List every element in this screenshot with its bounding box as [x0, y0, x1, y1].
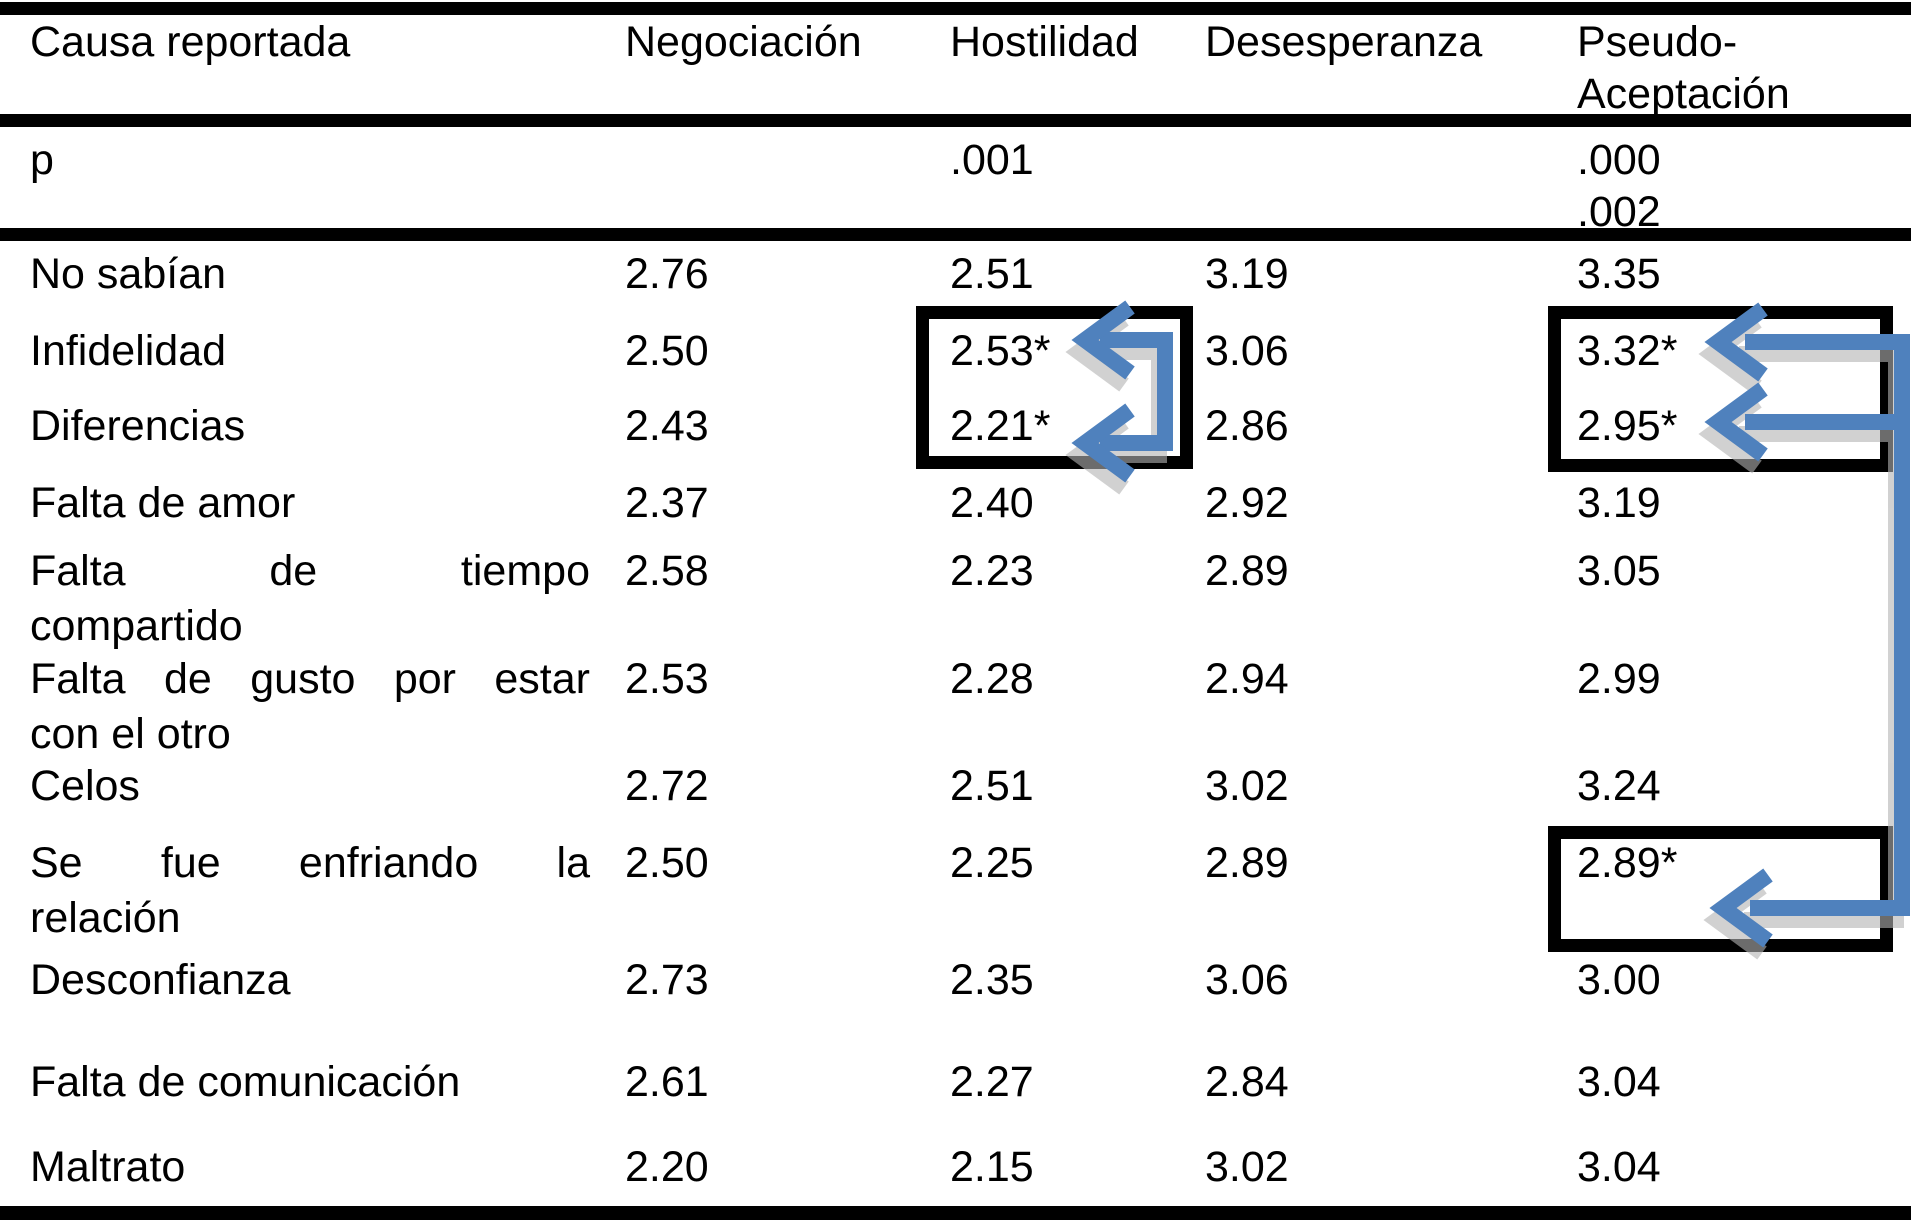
cell-pseudo-aceptacion: 2.95* [1577, 402, 1678, 450]
cell-hostilidad: 2.35 [950, 956, 1034, 1004]
cell-hostilidad: 2.51 [950, 762, 1034, 810]
cell-hostilidad: 2.27 [950, 1058, 1034, 1106]
row-label: Desconfianza [30, 956, 291, 1004]
cell-hostilidad: 2.23 [950, 547, 1034, 595]
cell-hostilidad: 2.53* [950, 327, 1051, 375]
cell-desesperanza: 3.06 [1205, 327, 1289, 375]
cell-pseudo-aceptacion: 3.04 [1577, 1058, 1661, 1106]
cell-pseudo-aceptacion: 3.24 [1577, 762, 1661, 810]
row-label: Falta de amor [30, 479, 296, 527]
cell-desesperanza: 2.89 [1205, 547, 1289, 595]
column-header-desesperanza: Desesperanza [1205, 18, 1483, 66]
cell-pseudo-aceptacion: 3.35 [1577, 250, 1661, 298]
cell-desesperanza: 3.02 [1205, 762, 1289, 810]
cell-desesperanza: 3.02 [1205, 1143, 1289, 1191]
cell-pseudo-aceptacion: 2.99 [1577, 655, 1661, 703]
cell-negociacion: 2.37 [625, 479, 709, 527]
row-label: Falta de tiempo [30, 547, 590, 595]
row-label: Celos [30, 762, 140, 810]
cell-negociacion: 2.73 [625, 956, 709, 1004]
row-label: Se fue enfriando la [30, 839, 590, 887]
p-value-hostilidad: .001 [950, 136, 1034, 184]
column-header-hostilidad: Hostilidad [950, 18, 1139, 66]
highlight-box-pseudo-top [1548, 306, 1893, 472]
p-value-pseudo-1: .000 [1577, 136, 1661, 184]
row-label: Falta de gusto por estar [30, 655, 590, 703]
cell-pseudo-aceptacion: 2.89* [1577, 839, 1678, 887]
row-label: Infidelidad [30, 327, 227, 375]
cell-negociacion: 2.72 [625, 762, 709, 810]
cell-desesperanza: 3.19 [1205, 250, 1289, 298]
cell-hostilidad: 2.28 [950, 655, 1034, 703]
p-value-pseudo-2: .002 [1577, 188, 1661, 236]
table-rule-bottom [0, 1206, 1911, 1220]
cell-negociacion: 2.58 [625, 547, 709, 595]
row-label: No sabían [30, 250, 227, 298]
table-rule-under-header [0, 114, 1911, 127]
row-label: Diferencias [30, 402, 246, 450]
cell-desesperanza: 2.84 [1205, 1058, 1289, 1106]
row-label: Falta de comunicación [30, 1058, 461, 1106]
column-header-pseudo-line1: Pseudo- [1577, 18, 1738, 66]
cell-desesperanza: 2.89 [1205, 839, 1289, 887]
cell-pseudo-aceptacion: 3.05 [1577, 547, 1661, 595]
column-header-causa-reportada: Causa reportada [30, 18, 351, 66]
cell-negociacion: 2.61 [625, 1058, 709, 1106]
cell-desesperanza: 2.92 [1205, 479, 1289, 527]
cell-negociacion: 2.76 [625, 250, 709, 298]
cell-pseudo-aceptacion: 3.19 [1577, 479, 1661, 527]
cell-hostilidad: 2.21* [950, 402, 1051, 450]
cell-desesperanza: 3.06 [1205, 956, 1289, 1004]
table-rule-under-p-row [0, 228, 1911, 241]
cell-negociacion: 2.50 [625, 327, 709, 375]
cell-negociacion: 2.20 [625, 1143, 709, 1191]
table-rule-top [0, 2, 1911, 15]
cell-hostilidad: 2.40 [950, 479, 1034, 527]
cell-pseudo-aceptacion: 3.04 [1577, 1143, 1661, 1191]
column-header-negociacion: Negociación [625, 18, 862, 66]
cell-desesperanza: 2.86 [1205, 402, 1289, 450]
column-header-pseudo-line2: Aceptación [1577, 70, 1790, 118]
highlight-box-hostilidad [916, 306, 1193, 469]
row-label: con el otro [30, 710, 231, 758]
cell-pseudo-aceptacion: 3.32* [1577, 327, 1678, 375]
p-row-label: p [30, 136, 54, 184]
cell-pseudo-aceptacion: 3.00 [1577, 956, 1661, 1004]
row-label: relación [30, 894, 181, 942]
cell-hostilidad: 2.15 [950, 1143, 1034, 1191]
cell-negociacion: 2.43 [625, 402, 709, 450]
cell-desesperanza: 2.94 [1205, 655, 1289, 703]
row-label: Maltrato [30, 1143, 186, 1191]
row-label: compartido [30, 602, 243, 650]
cell-hostilidad: 2.25 [950, 839, 1034, 887]
cell-negociacion: 2.53 [625, 655, 709, 703]
cell-negociacion: 2.50 [625, 839, 709, 887]
highlight-box-pseudo-bottom [1548, 826, 1893, 952]
cell-hostilidad: 2.51 [950, 250, 1034, 298]
